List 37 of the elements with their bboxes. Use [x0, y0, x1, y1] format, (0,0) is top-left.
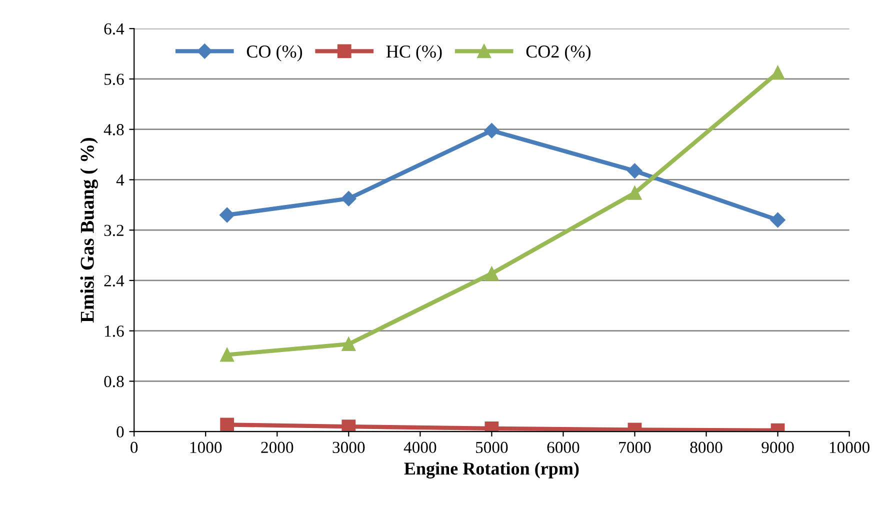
y-tick-label: 4.8	[104, 124, 124, 136]
y-tick-label: 4	[116, 174, 124, 186]
x-tick-label: 10000	[830, 442, 870, 454]
legend-label: CO2 (%)	[526, 44, 590, 62]
x-tick-label: 6000	[547, 442, 580, 454]
legend-label: HC (%)	[386, 44, 442, 62]
point	[627, 163, 642, 178]
point	[770, 66, 785, 80]
point	[220, 348, 234, 362]
y-tick-label: 6.4	[104, 23, 124, 35]
x-tick-label: 3000	[332, 442, 365, 454]
y-tick-label: 3.2	[104, 224, 124, 236]
x-tick-label: 4000	[404, 442, 436, 454]
y-axis-title: Emisi Gas Buang ( %)	[80, 138, 98, 323]
y-tick-label: 0.8	[104, 376, 124, 388]
point	[341, 191, 356, 206]
point	[342, 337, 356, 352]
legend-label: CO (%)	[246, 44, 302, 62]
point	[770, 212, 786, 228]
x-tick-label: 0	[130, 442, 138, 454]
y-tick-label: 0	[116, 426, 124, 438]
point	[342, 420, 356, 432]
point	[484, 123, 500, 138]
x-axis-title: Engine Rotation (rpm)	[404, 462, 579, 479]
point	[220, 418, 234, 432]
x-tick-label: 1000	[190, 442, 222, 454]
y-tick-label: 1.6	[105, 326, 124, 337]
x-tick-label: 5000	[476, 442, 508, 454]
point	[484, 266, 499, 280]
point	[628, 186, 642, 200]
x-tick-label: 7000	[619, 442, 651, 454]
point	[220, 207, 235, 223]
y-tick-label: 2.4	[104, 275, 124, 286]
x-tick-label: 8000	[690, 442, 722, 454]
y-tick-label: 5.6	[104, 74, 124, 85]
x-tick-label: 9000	[762, 442, 794, 454]
x-tick-label: 2000	[261, 442, 294, 454]
